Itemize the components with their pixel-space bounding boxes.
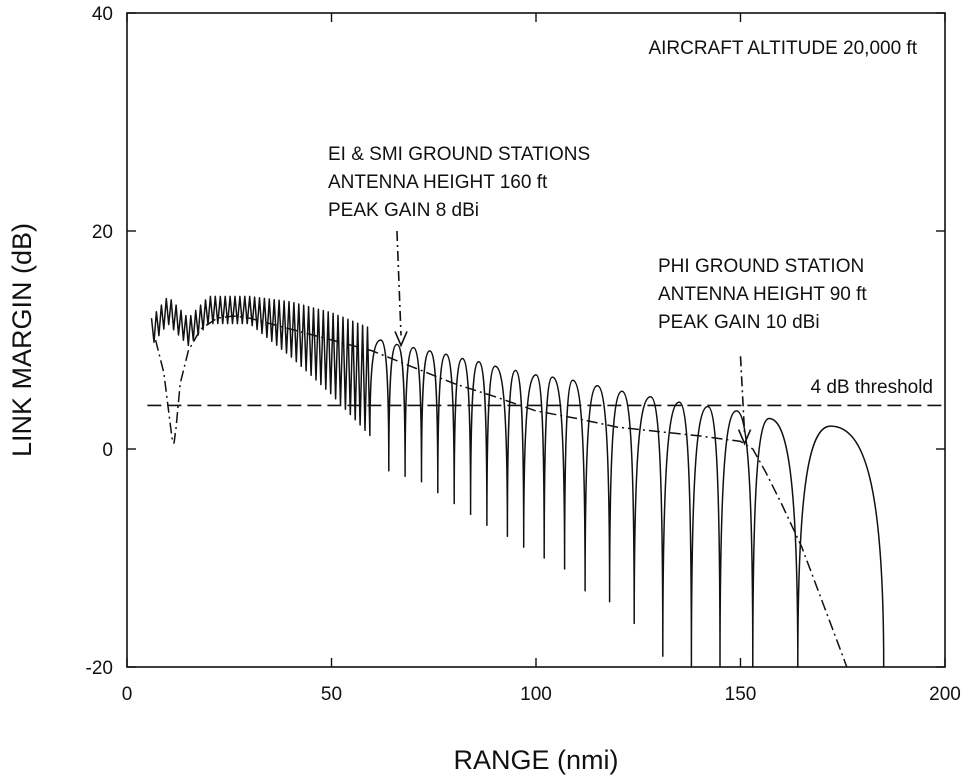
phi-label-line-2: ANTENNA HEIGHT 90 ft <box>658 284 867 305</box>
x-axis-title: RANGE (nmi) <box>453 745 618 775</box>
y-tick-label: 0 <box>102 440 113 461</box>
annotation-arrow-shaft <box>396 230 402 336</box>
x-tick-label: 150 <box>725 684 757 705</box>
x-tick-label: 100 <box>520 684 552 705</box>
ei-smi-label-line-1: EI & SMI GROUND STATIONS <box>328 144 590 165</box>
x-tick-label: 200 <box>929 684 961 705</box>
annotation-arrow-head <box>394 331 408 348</box>
ei-smi-label-line-2: ANTENNA HEIGHT 160 ft <box>328 172 548 193</box>
plot-marks <box>147 230 945 668</box>
ei-smi-label-line-3: PEAK GAIN 8 dBi <box>328 200 479 221</box>
y-tick-label: 20 <box>92 222 113 243</box>
plot-frame <box>126 12 946 668</box>
annotation-arrow-head <box>737 429 752 446</box>
x-tick-label: 0 <box>122 684 133 705</box>
altitude-annotation: AIRCRAFT ALTITUDE 20,000 ft <box>648 38 917 59</box>
annotation-arrow-shaft <box>739 356 746 434</box>
dash-dot-curve <box>154 315 848 668</box>
axis-ticks: 0 50 100 150 200 -20 0 20 40 <box>86 4 961 705</box>
phi-label-line-1: PHI GROUND STATION <box>658 256 864 277</box>
y-axis-title: LINK MARGIN (dB) <box>7 223 37 457</box>
x-tick-label: 50 <box>321 684 342 705</box>
y-tick-label: 40 <box>92 4 113 25</box>
solid-multipath-curve <box>150 295 885 668</box>
phi-label-line-3: PEAK GAIN 10 dBi <box>658 312 820 333</box>
threshold-label: 4 dB threshold <box>810 377 933 398</box>
y-tick-label: -20 <box>86 658 113 679</box>
